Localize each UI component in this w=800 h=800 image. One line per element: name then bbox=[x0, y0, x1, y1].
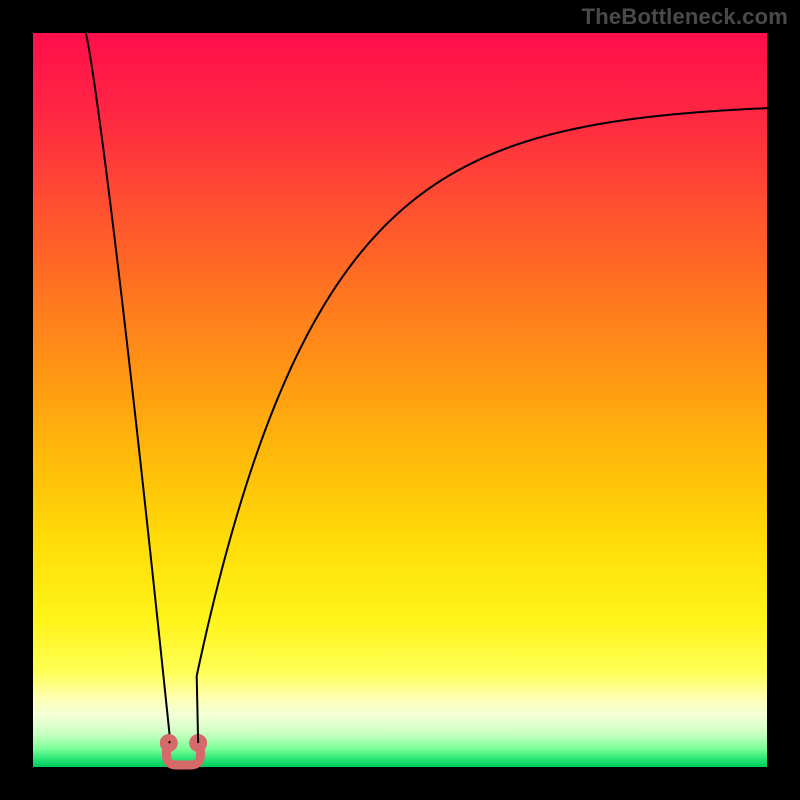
chart-container: TheBottleneck.com bbox=[0, 0, 800, 800]
curve-left-connector bbox=[169, 741, 170, 743]
watermark-text: TheBottleneck.com bbox=[582, 4, 788, 30]
plot-background-gradient bbox=[33, 33, 767, 767]
chart-svg bbox=[0, 0, 800, 800]
